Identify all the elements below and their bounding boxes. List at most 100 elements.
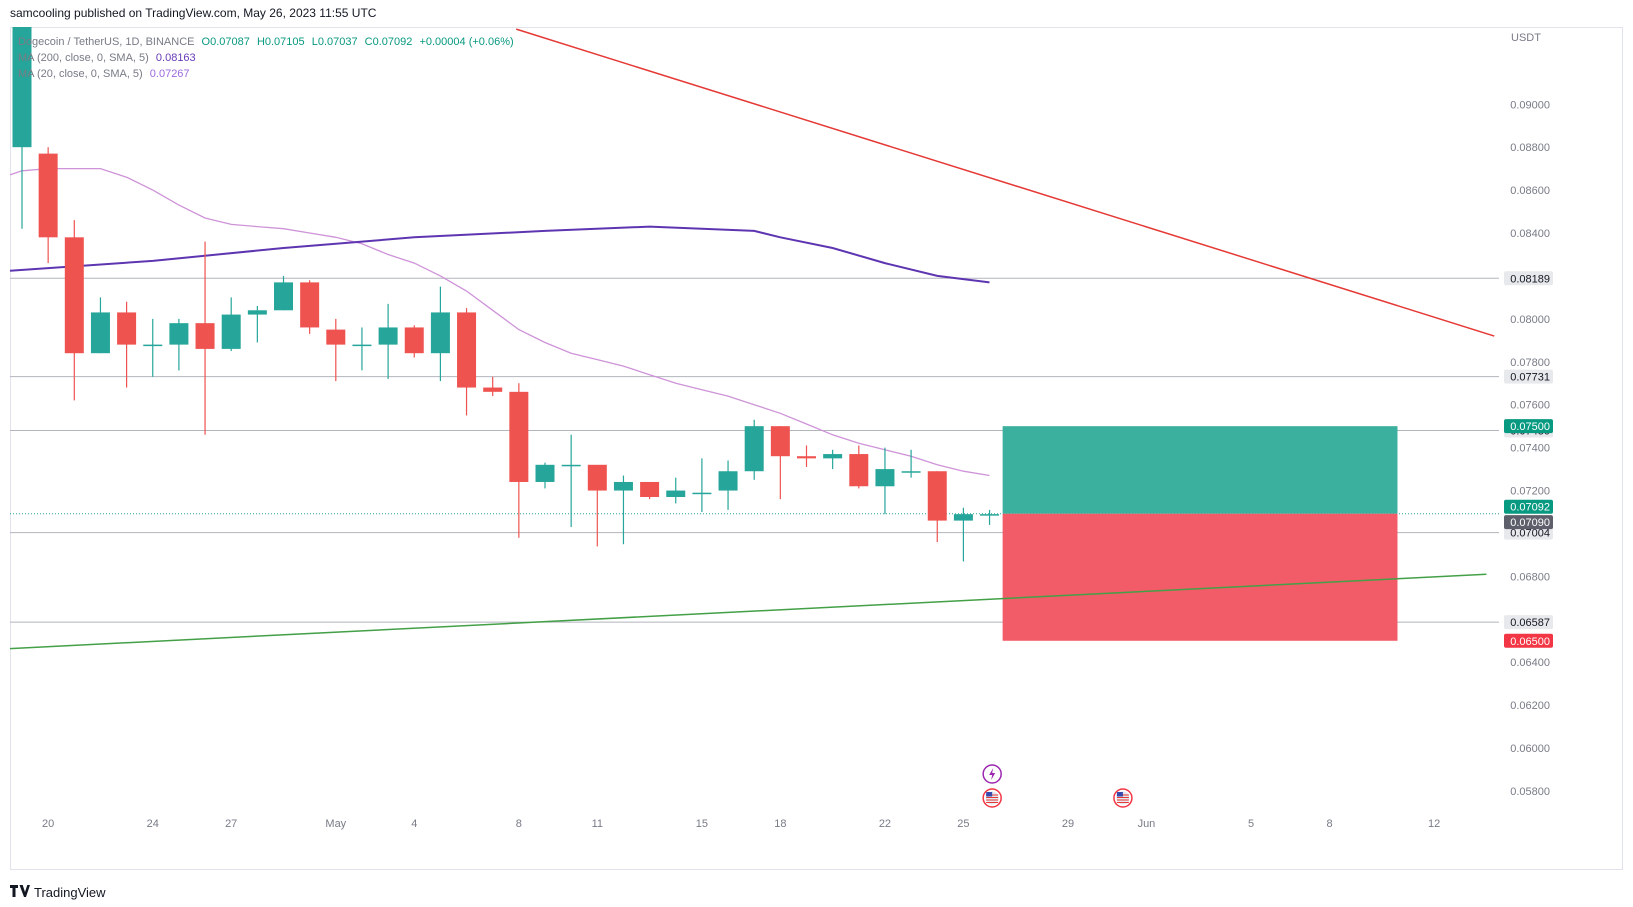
y-axis-tick-label: 0.08000 — [1510, 314, 1550, 326]
y-axis-tick-label: 0.06400 — [1510, 657, 1550, 669]
chart-legend: Dogecoin / TetherUS, 1D, BINANCE O0.0708… — [18, 34, 514, 82]
candle-body — [300, 282, 320, 328]
x-axis-tick-label: 22 — [879, 818, 891, 830]
candle — [587, 464, 607, 547]
y-axis-tick-label: 0.06200 — [1510, 700, 1550, 712]
resistance-trendline — [516, 28, 1495, 337]
level-price-label: 0.08189 — [1504, 271, 1553, 286]
legend-high: H0.07105 — [256, 36, 305, 48]
x-axis-tick-label: 15 — [696, 818, 708, 830]
y-axis-tick-label: 0.08800 — [1510, 142, 1550, 154]
candle — [666, 477, 686, 504]
y-axis-tick-label: 0.06000 — [1510, 743, 1550, 755]
x-axis-tick-label: 12 — [1428, 818, 1440, 830]
price-badge-text: 0.06500 — [1510, 636, 1550, 648]
level-price-text: 0.06587 — [1510, 617, 1550, 629]
legend-ma200-label: MA (200, close, 0, SMA, 5) — [18, 52, 149, 64]
candle-body — [718, 471, 738, 491]
candle-body — [169, 323, 189, 345]
legend-low: L0.07037 — [311, 36, 358, 48]
legend-open: O0.07087 — [201, 36, 250, 48]
x-axis-tick-label: 24 — [147, 818, 159, 830]
x-axis-tick-label: 25 — [957, 818, 969, 830]
candle — [143, 318, 163, 377]
x-axis-tick-label: 20 — [42, 818, 54, 830]
candle-body — [797, 456, 816, 459]
support-trendline — [10, 573, 1487, 650]
candle-body — [195, 323, 215, 349]
legend-ma20-label: MA (20, close, 0, SMA, 5) — [18, 68, 143, 80]
candle-body — [875, 469, 895, 487]
candle — [953, 507, 973, 562]
y-axis-tick-label: 0.07400 — [1510, 443, 1550, 455]
legend-change: +0.00004 (+0.06%) — [419, 36, 514, 48]
us-flag-icon[interactable] — [982, 788, 1002, 808]
candle — [12, 27, 32, 229]
candle-body — [823, 454, 843, 459]
candle — [64, 220, 84, 401]
candle — [613, 475, 633, 545]
legend-symbol[interactable]: Dogecoin / TetherUS, 1D, BINANCE — [18, 36, 195, 48]
x-axis-tick-label: 29 — [1062, 818, 1074, 830]
tv-logo-icon — [10, 884, 30, 900]
plot-area — [10, 27, 1499, 650]
candle — [117, 301, 137, 388]
footer-brand[interactable]: TradingView — [10, 884, 106, 900]
footer-brand-text: TradingView — [34, 884, 106, 900]
legend-ma20-row[interactable]: MA (20, close, 0, SMA, 5) 0.07267 — [18, 66, 514, 82]
candle — [90, 297, 110, 354]
x-axis-tick-label: Jun — [1138, 818, 1156, 830]
candle — [509, 383, 529, 538]
candle-body — [326, 329, 346, 345]
candle-body — [587, 464, 607, 491]
candle — [980, 509, 1000, 525]
lightning-icon[interactable] — [982, 764, 1002, 784]
candle — [770, 426, 790, 500]
candle-body — [404, 327, 424, 354]
level-price-text: 0.07731 — [1510, 372, 1550, 384]
candle — [352, 327, 372, 371]
legend-ma200-row[interactable]: MA (200, close, 0, SMA, 5) 0.08163 — [18, 50, 514, 66]
candle — [927, 471, 947, 543]
y-axis-tick-label: 0.07800 — [1510, 357, 1550, 369]
legend-ma20-value: 0.07267 — [149, 68, 190, 80]
candle-body — [38, 153, 58, 238]
us-flag-icon[interactable] — [1113, 788, 1133, 808]
candle-body — [640, 481, 660, 497]
y-axis-tick-label: 0.08400 — [1510, 228, 1550, 240]
price-badge-dark: 0.07090 — [1504, 515, 1553, 530]
candle-body — [483, 387, 503, 392]
position-loss-zone — [1002, 513, 1398, 641]
candle-body — [613, 481, 633, 491]
y-axis-tick-label: 0.07200 — [1510, 486, 1550, 498]
candle-body — [274, 282, 293, 311]
candle-body — [143, 344, 163, 347]
price-badge-text: 0.07500 — [1510, 421, 1550, 433]
x-axis-tick-label: 4 — [411, 818, 417, 830]
candle — [744, 419, 764, 480]
candle — [535, 462, 555, 489]
candle — [169, 318, 189, 371]
candle — [901, 449, 921, 478]
candle — [326, 318, 346, 382]
legend-symbol-row: Dogecoin / TetherUS, 1D, BINANCE O0.0708… — [18, 34, 514, 50]
candle-body — [378, 327, 398, 345]
candle-body — [980, 514, 1000, 516]
currency-label[interactable]: USDT — [1511, 32, 1541, 44]
candle-body — [509, 391, 529, 482]
candle-body — [535, 464, 555, 482]
price-badge-text: 0.07092 — [1510, 502, 1550, 514]
candle-body — [352, 344, 372, 347]
candle-body — [561, 464, 581, 467]
ma20-line — [10, 167, 990, 477]
candle-body — [770, 426, 790, 457]
x-axis-tick-label: 8 — [516, 818, 522, 830]
y-axis-tick-label: 0.06800 — [1510, 571, 1550, 583]
x-axis-tick-label: 5 — [1248, 818, 1254, 830]
candle — [561, 434, 581, 528]
candle-body — [430, 312, 450, 354]
level-price-text: 0.07004 — [1510, 528, 1550, 540]
candle-body — [849, 454, 869, 487]
candle — [300, 280, 320, 334]
